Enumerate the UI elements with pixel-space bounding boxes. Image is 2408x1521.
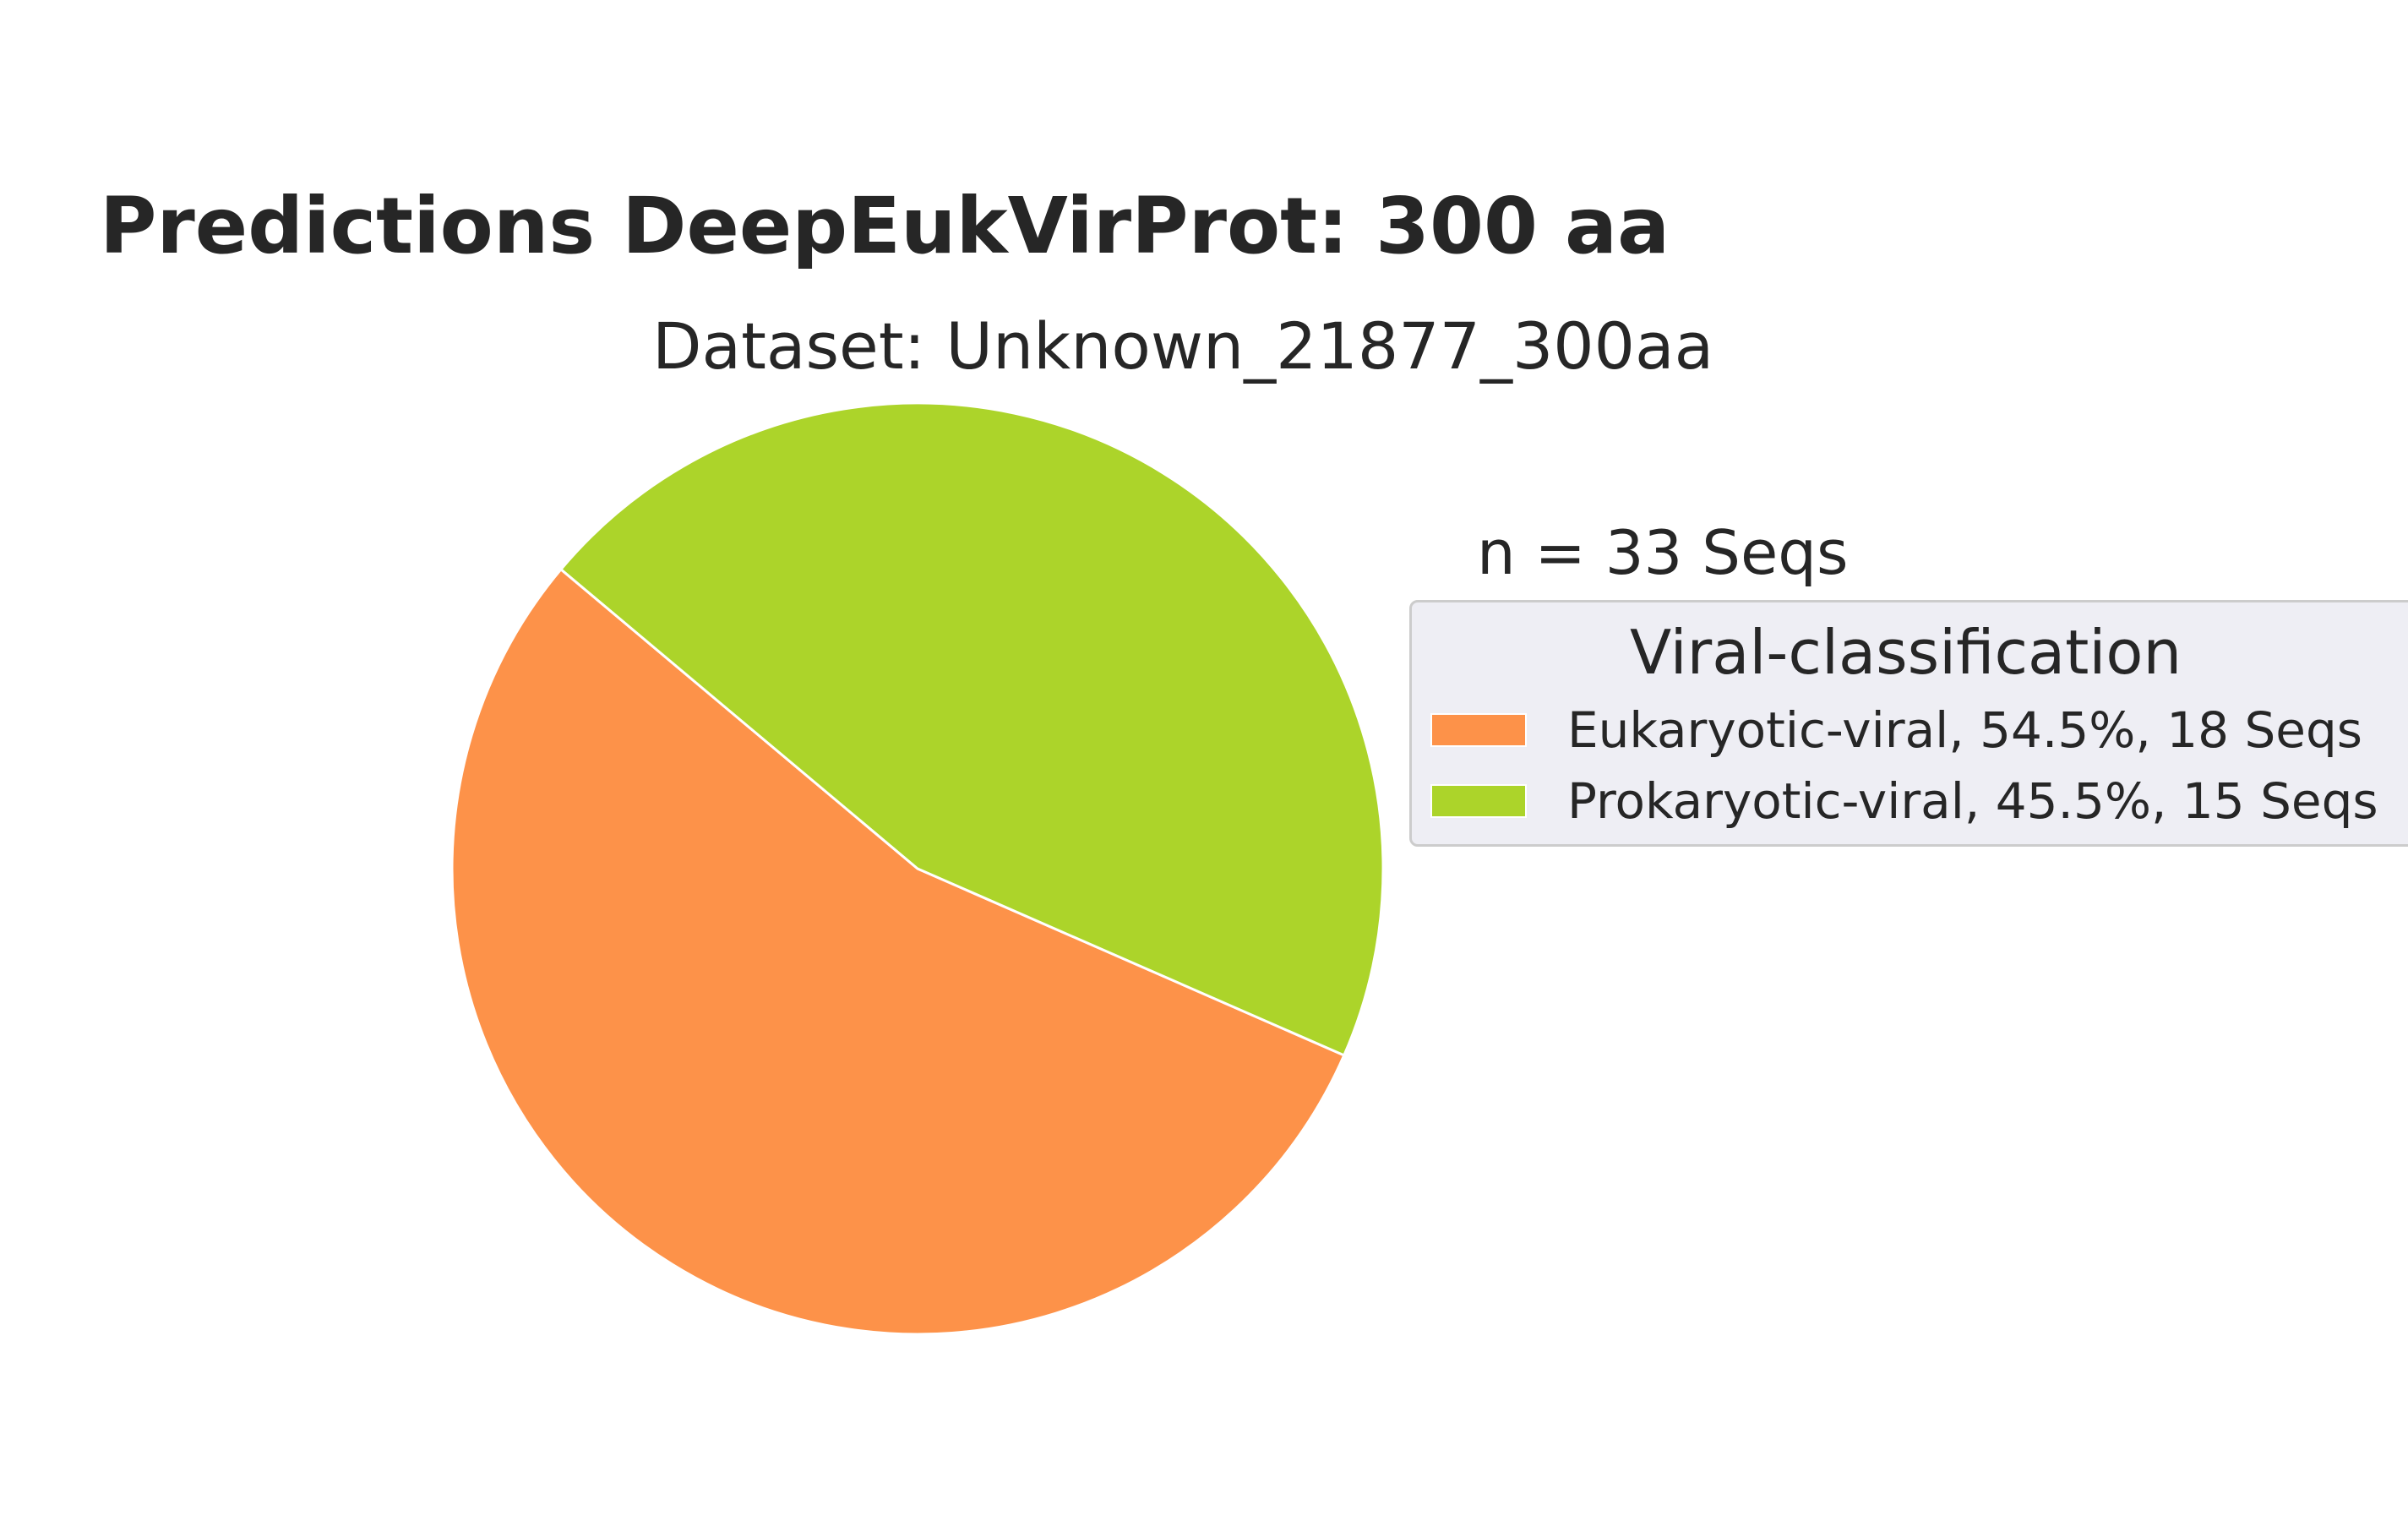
- legend: Viral-classification Eukaryotic-viral, 5…: [1409, 600, 2408, 847]
- pie-slice-eukaryotic-viral: [450, 568, 1346, 1336]
- pie-slice-prokaryotic-viral: [559, 401, 1385, 1057]
- sample-count-annotation: n = 33 Seqs: [1477, 517, 1849, 588]
- legend-item-prokaryotic-viral: Prokaryotic-viral, 45.5%, 15 Seqs: [1430, 777, 2378, 826]
- chart-title: Predictions DeepEukVirProt: 300 aa: [100, 181, 1670, 271]
- pie-slices: [450, 401, 1385, 1336]
- legend-label-eukaryotic-viral: Eukaryotic-viral, 54.5%, 18 Seqs: [1567, 701, 2362, 759]
- legend-title: Viral-classification: [1630, 617, 2182, 688]
- chart-subtitle: Dataset: Unknown_21877_300aa: [652, 308, 1714, 384]
- legend-swatch-eukaryotic-viral: [1430, 713, 1527, 747]
- legend-item-eukaryotic-viral: Eukaryotic-viral, 54.5%, 18 Seqs: [1430, 706, 2362, 755]
- legend-swatch-prokaryotic-viral: [1430, 784, 1527, 818]
- legend-label-prokaryotic-viral: Prokaryotic-viral, 45.5%, 15 Seqs: [1567, 772, 2378, 830]
